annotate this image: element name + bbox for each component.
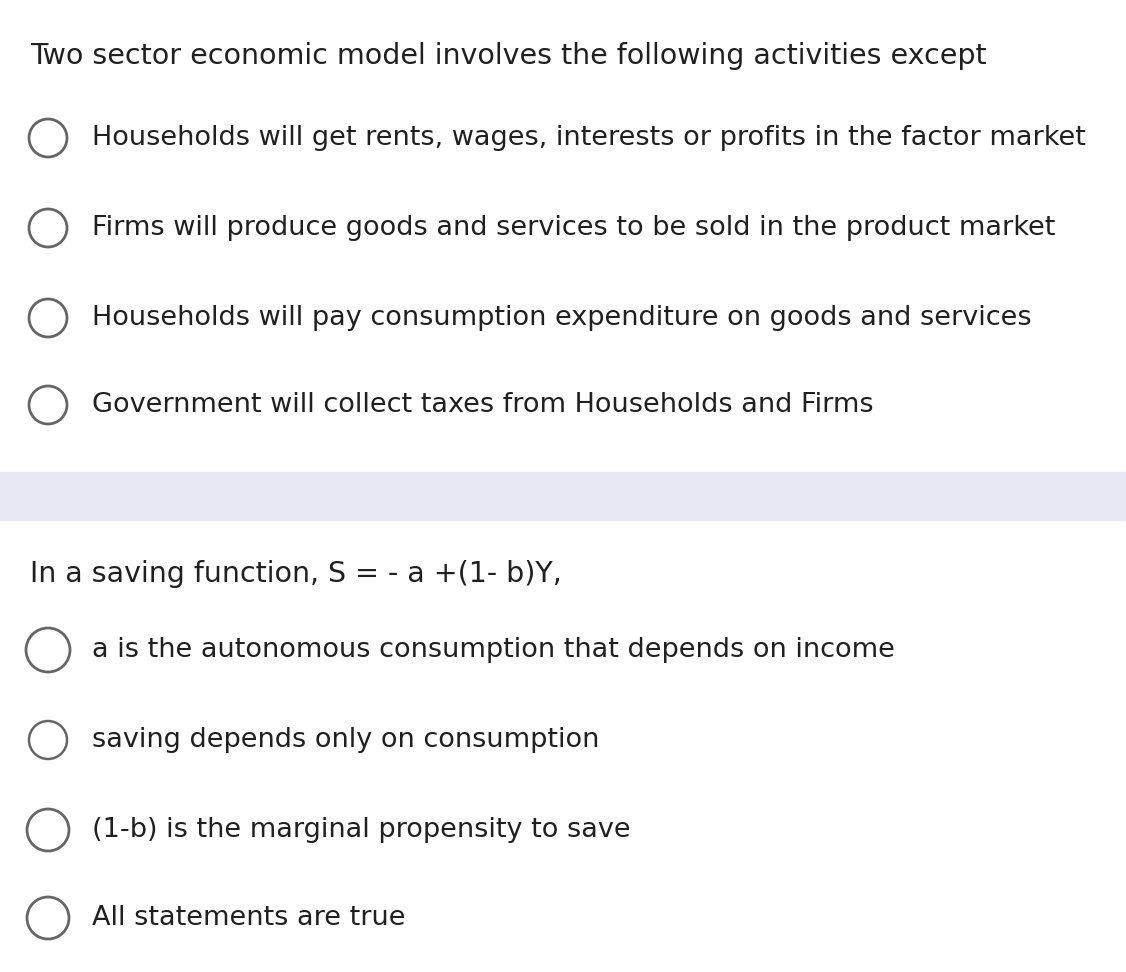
Text: All statements are true: All statements are true: [92, 905, 405, 931]
Text: Households will get rents, wages, interests or profits in the factor market: Households will get rents, wages, intere…: [92, 125, 1085, 151]
Bar: [0, 472, 1126, 520]
Text: Households will pay consumption expenditure on goods and services: Households will pay consumption expendit…: [92, 305, 1031, 331]
Text: Two sector economic model involves the following activities except: Two sector economic model involves the f…: [30, 42, 986, 70]
Text: In a saving function, S = - a +(1- b)Y,: In a saving function, S = - a +(1- b)Y,: [30, 560, 562, 588]
Text: a is the autonomous consumption that depends on income: a is the autonomous consumption that dep…: [92, 637, 895, 663]
Text: saving depends only on consumption: saving depends only on consumption: [92, 727, 599, 753]
Text: Government will collect taxes from Households and Firms: Government will collect taxes from House…: [92, 392, 874, 418]
Text: (1-b) is the marginal propensity to save: (1-b) is the marginal propensity to save: [92, 817, 631, 843]
Text: Firms will produce goods and services to be sold in the product market: Firms will produce goods and services to…: [92, 215, 1055, 241]
